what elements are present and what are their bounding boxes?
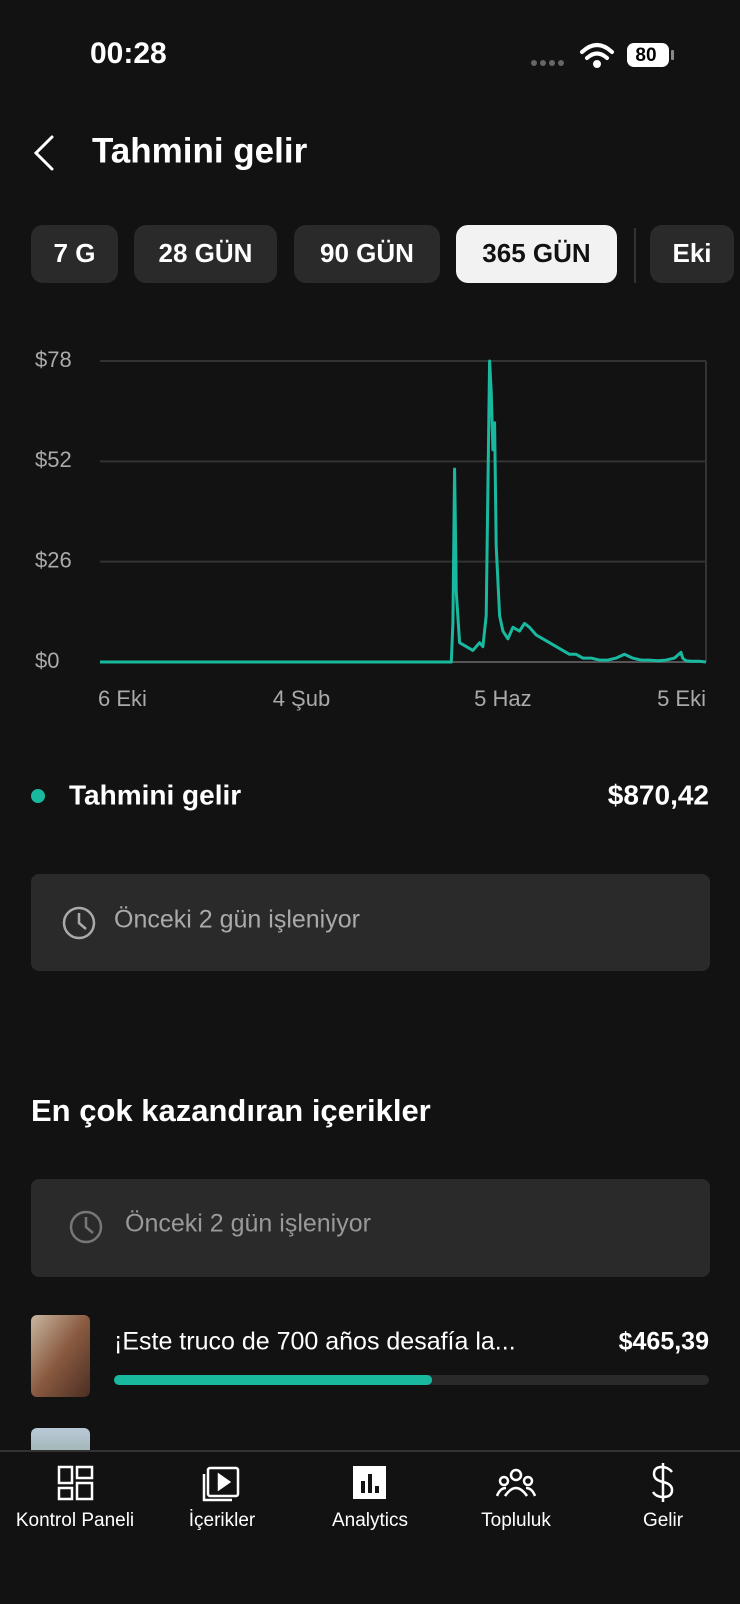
total-value: $870,42 [608,779,709,810]
tab-label[interactable]: Eki [672,238,711,268]
clock-icon [62,906,96,940]
tab[interactable] [456,225,617,283]
wifi-icon [580,43,614,68]
x-tick-label: 5 Haz [474,686,531,711]
tab-label[interactable]: 90 GÜN [320,238,414,268]
battery [627,43,669,67]
notice-text: Önceki 2 gün işleniyor [125,1210,371,1238]
revenue-line [100,359,707,664]
tab[interactable] [650,225,734,283]
progress-bar [114,1375,433,1385]
status-time: 00:28 [90,37,167,70]
thumbnail[interactable] [31,1315,90,1397]
x-tick-label: 4 Şub [273,686,331,711]
nav-label[interactable]: Gelir [643,1510,684,1531]
nav-labels: Kontrol Paneli İçerikler Analytics Topluluk… [16,1510,684,1531]
notice-box [31,1179,710,1277]
item-value: $465,39 [619,1328,709,1356]
tab[interactable] [294,225,440,283]
x-tick-label: 6 Eki [98,686,147,711]
tab[interactable] [134,225,277,283]
tab-label[interactable]: 365 GÜN [482,238,590,268]
tab-label[interactable]: 7 G [54,238,96,268]
section-title: En çok kazandıran içerikler [31,1093,431,1128]
notice-text: Önceki 2 gün işleniyor [114,906,360,934]
y-tick-label: $0 [35,648,59,673]
tab-bar: 7 G 28 GÜN 90 GÜN 365 GÜN Eki [31,225,734,283]
back-button[interactable] [33,135,54,171]
nav-label[interactable]: Kontrol Paneli [16,1510,134,1531]
nav-label[interactable]: Analytics [332,1510,408,1531]
x-tick-label: 5 Eki [657,686,706,711]
legend-label: Tahmini gelir [69,779,241,810]
signal-dots [531,60,564,66]
analytics-bars [361,1474,379,1493]
legend-dot [31,789,45,803]
battery-level: 80 [635,45,656,66]
nav-label[interactable]: İçerikler [189,1510,256,1531]
tab-label[interactable]: 28 GÜN [159,238,253,268]
item-title[interactable]: ¡Este truco de 700 años desafía la... [114,1328,516,1356]
y-tick-label: $52 [35,447,72,472]
y-tick-label: $78 [35,347,72,372]
nav-label[interactable]: Topluluk [481,1510,551,1531]
page-title: Tahmini gelir [92,131,308,170]
chart: $0 $26 $52 $78 6 Eki 4 Şub 5 Haz 5 Eki [35,347,707,711]
battery-tip [671,50,674,60]
y-tick-label: $26 [35,547,72,572]
notice-box [31,874,710,971]
clock-icon [69,1210,103,1244]
tab[interactable] [31,225,118,283]
content-list: ¡Este truco de 700 años desafía la... $46… [31,1315,709,1397]
